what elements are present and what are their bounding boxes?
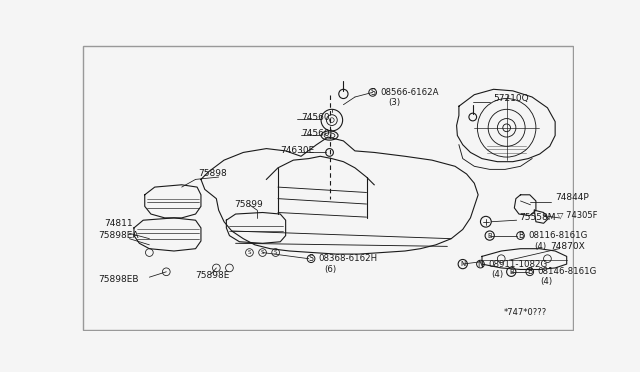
Text: 75898EA: 75898EA bbox=[99, 231, 139, 240]
Text: 75898E: 75898E bbox=[196, 271, 230, 280]
Text: B: B bbox=[509, 269, 514, 275]
Text: 74560: 74560 bbox=[301, 112, 330, 122]
Text: (6): (6) bbox=[324, 265, 336, 274]
Text: 08146-8161G: 08146-8161G bbox=[538, 267, 597, 276]
Text: S: S bbox=[370, 88, 375, 97]
Text: S: S bbox=[274, 250, 277, 255]
Text: 74560J: 74560J bbox=[301, 129, 332, 138]
Text: 74630E: 74630E bbox=[280, 147, 314, 155]
Text: B: B bbox=[527, 267, 532, 276]
Text: B: B bbox=[487, 232, 492, 238]
Text: N: N bbox=[460, 261, 465, 267]
Text: B: B bbox=[518, 231, 523, 240]
Text: 75898EB: 75898EB bbox=[99, 275, 139, 284]
Text: 75558M: 75558M bbox=[519, 214, 556, 222]
Text: 08368-6162H: 08368-6162H bbox=[319, 254, 378, 263]
Text: (3): (3) bbox=[388, 98, 400, 107]
Text: S: S bbox=[261, 250, 264, 255]
Text: 75899: 75899 bbox=[234, 200, 263, 209]
Text: 75898: 75898 bbox=[198, 170, 227, 179]
Text: 08116-8161G: 08116-8161G bbox=[528, 231, 588, 240]
Text: N: N bbox=[477, 260, 483, 269]
Text: 74844P: 74844P bbox=[555, 193, 589, 202]
Text: 74811: 74811 bbox=[105, 219, 133, 228]
Text: S: S bbox=[248, 250, 252, 255]
Text: 08911-1082G: 08911-1082G bbox=[488, 260, 547, 269]
Text: *747*0???: *747*0??? bbox=[504, 308, 547, 317]
Text: (4): (4) bbox=[492, 270, 504, 279]
Text: S: S bbox=[308, 254, 314, 263]
Text: 74870X: 74870X bbox=[550, 242, 584, 251]
Text: (4): (4) bbox=[541, 277, 553, 286]
Text: ▽ 74305F: ▽ 74305F bbox=[557, 211, 598, 220]
Text: 57210Q: 57210Q bbox=[493, 94, 529, 103]
Text: (4): (4) bbox=[534, 242, 547, 251]
Text: 08566-6162A: 08566-6162A bbox=[380, 88, 439, 97]
